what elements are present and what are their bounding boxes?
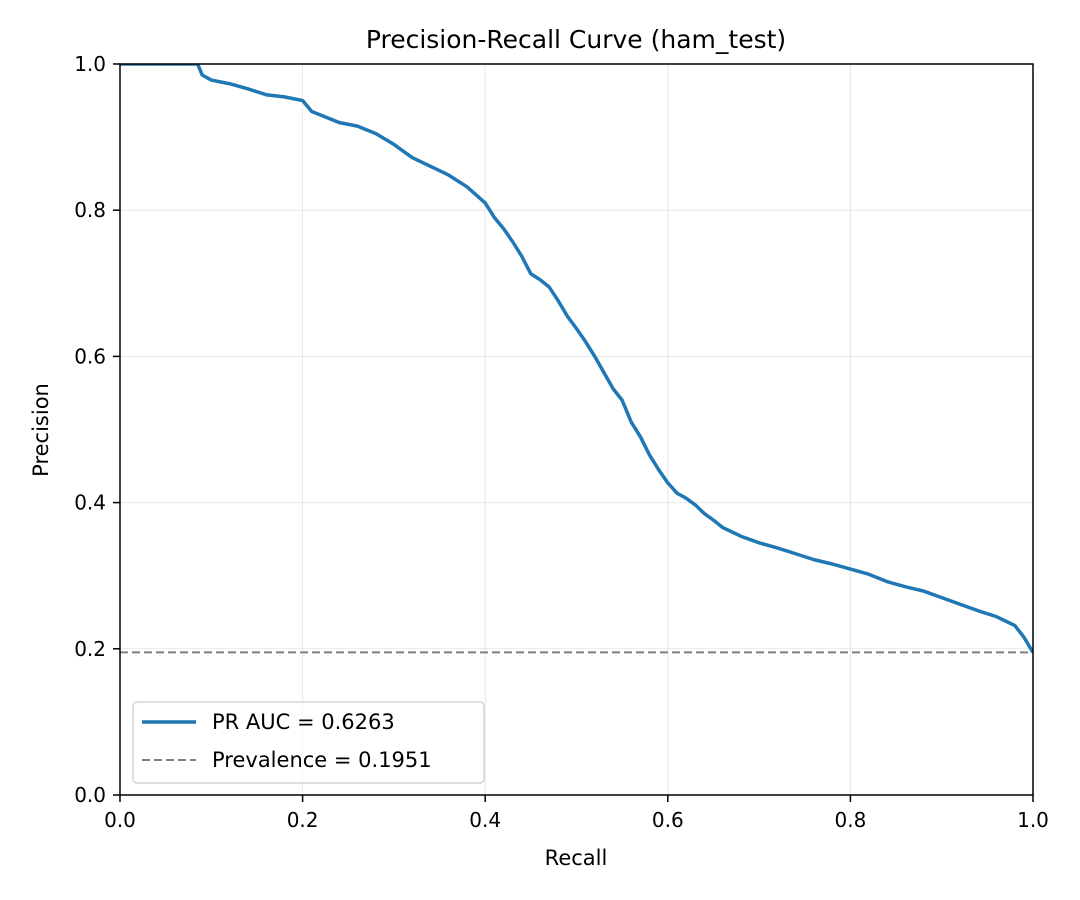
x-tick-label: 0.4 [469,808,501,832]
x-tick-label: 0.2 [287,808,319,832]
plot-frame [119,63,1034,796]
legend-label-pr-auc: PR AUC = 0.6263 [212,710,395,734]
x-axis: 0.0 0.2 0.4 0.6 0.8 1.0 [104,795,1049,832]
y-tick-label: 0.2 [74,637,106,661]
y-tick-label: 0.0 [74,783,106,807]
x-tick-label: 0.8 [834,808,866,832]
x-tick-label: 0.0 [104,808,136,832]
legend-box [132,701,485,784]
y-tick-label: 0.6 [74,344,106,368]
x-tick-label: 1.0 [1017,808,1049,832]
x-axis-label: Recall [545,846,608,870]
plot-area [120,64,1033,654]
legend-label-prevalence: Prevalence = 0.1951 [212,748,432,772]
series-layer [120,64,1033,654]
pr-curve-line [120,64,1033,654]
chart-title: Precision-Recall Curve (ham_test) [366,25,786,54]
legend: PR AUC = 0.6263 Prevalence = 0.1951 [132,701,485,784]
x-tick-label: 0.6 [652,808,684,832]
y-tick-label: 0.8 [74,198,106,222]
y-axis-label: Precision [29,383,53,477]
y-axis: 0.0 0.2 0.4 0.6 0.8 1.0 [74,52,120,807]
y-tick-label: 1.0 [74,52,106,76]
grid [119,63,1034,796]
y-tick-label: 0.4 [74,491,106,515]
